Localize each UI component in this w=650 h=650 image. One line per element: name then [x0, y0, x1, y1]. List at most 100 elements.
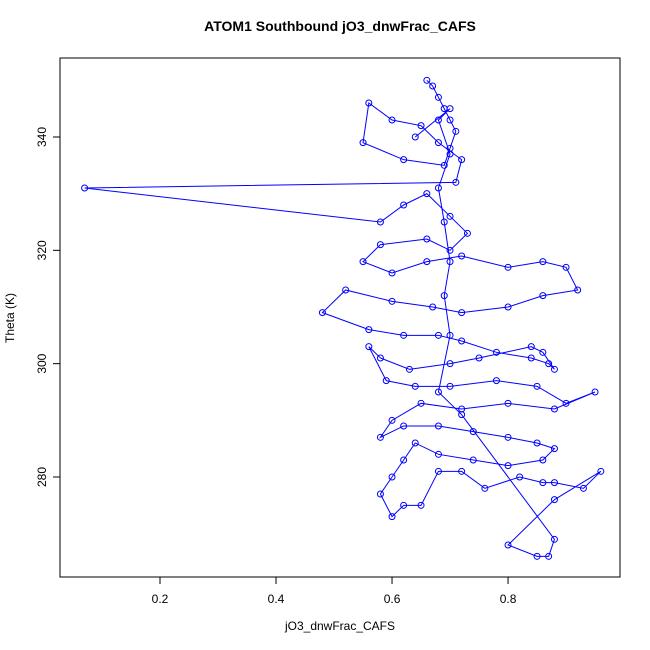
data-point	[434, 467, 442, 475]
data-point	[411, 133, 419, 141]
data-point	[318, 309, 326, 317]
data-point	[481, 484, 489, 492]
data-point	[550, 405, 558, 413]
data-point	[574, 286, 582, 294]
data-point	[591, 388, 599, 396]
data-point	[400, 456, 408, 464]
data-point	[458, 411, 466, 419]
data-point	[434, 331, 442, 339]
data-point	[504, 263, 512, 271]
data-point	[545, 360, 553, 368]
data-point	[458, 252, 466, 260]
y-axis-label: Theta (K)	[3, 293, 17, 343]
data-point	[446, 331, 454, 339]
data-point	[400, 422, 408, 430]
data-point	[388, 473, 396, 481]
data-point	[376, 490, 384, 498]
data-point	[365, 99, 373, 107]
chart-title: ATOM1 Southbound jO3_dnwFrac_CAFS	[204, 18, 476, 34]
data-point	[359, 258, 367, 266]
data-point	[452, 127, 460, 135]
data-point	[376, 241, 384, 249]
data-point	[550, 445, 558, 453]
data-point	[539, 258, 547, 266]
data-point	[342, 286, 350, 294]
data-point	[400, 331, 408, 339]
data-point	[434, 184, 442, 192]
data-point	[81, 184, 89, 192]
data-point	[562, 263, 570, 271]
data-point	[417, 122, 425, 130]
data-point	[545, 552, 553, 560]
data-point	[492, 377, 500, 385]
data-point	[359, 139, 367, 147]
y-tick-label: 280	[35, 467, 49, 487]
x-tick-label: 0.4	[268, 592, 285, 606]
data-point	[539, 456, 547, 464]
data-point	[440, 218, 448, 226]
data-point	[411, 382, 419, 390]
data-point	[388, 269, 396, 277]
data-point	[550, 365, 558, 373]
data-point	[429, 303, 437, 311]
data-point	[446, 116, 454, 124]
data-point	[388, 297, 396, 305]
data-point	[382, 377, 390, 385]
data-point	[452, 178, 460, 186]
data-point	[504, 399, 512, 407]
data-point	[492, 348, 500, 356]
data-point	[550, 496, 558, 504]
data-point	[400, 156, 408, 164]
data-point	[539, 348, 547, 356]
data-point	[458, 467, 466, 475]
data-point	[458, 309, 466, 317]
y-tick-label: 300	[35, 353, 49, 373]
data-point	[417, 501, 425, 509]
data-point	[376, 218, 384, 226]
data-point	[562, 399, 570, 407]
data-point	[400, 201, 408, 209]
data-point	[527, 343, 535, 351]
x-tick-label: 0.8	[500, 592, 517, 606]
data-point	[469, 456, 477, 464]
data-point	[550, 535, 558, 543]
data-point	[434, 450, 442, 458]
data-point	[446, 382, 454, 390]
data-point	[469, 428, 477, 436]
data-point	[533, 439, 541, 447]
data-point	[423, 258, 431, 266]
data-point	[458, 337, 466, 345]
data-point	[434, 422, 442, 430]
data-point	[434, 116, 442, 124]
data-point	[533, 382, 541, 390]
data-point	[400, 501, 408, 509]
plot-frame	[59, 57, 621, 578]
data-point	[458, 156, 466, 164]
data-point	[376, 354, 384, 362]
x-axis-label: jO3_dnwFrac_CAFS	[284, 619, 395, 633]
data-line	[84, 79, 602, 557]
data-point	[446, 246, 454, 254]
data-point	[423, 235, 431, 243]
data-point	[446, 105, 454, 113]
y-tick-label: 340	[35, 127, 49, 147]
data-point	[388, 513, 396, 521]
data-point	[527, 354, 535, 362]
data-point	[423, 190, 431, 198]
data-point	[434, 93, 442, 101]
data-point	[388, 116, 396, 124]
data-point	[504, 303, 512, 311]
data-point	[475, 354, 483, 362]
data-point	[446, 258, 454, 266]
data-point	[376, 433, 384, 441]
data-point	[579, 484, 587, 492]
x-tick-label: 0.6	[384, 592, 401, 606]
data-point	[504, 541, 512, 549]
data-point	[434, 388, 442, 396]
data-point	[516, 473, 524, 481]
data-point	[423, 76, 431, 84]
x-tick-label: 0.2	[152, 592, 169, 606]
data-point	[533, 552, 541, 560]
data-point	[405, 365, 413, 373]
